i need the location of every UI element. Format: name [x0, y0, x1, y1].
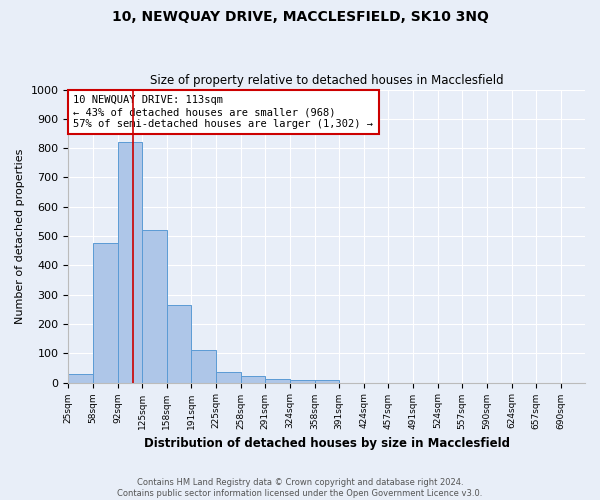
Bar	[241, 376, 265, 382]
Bar	[68, 374, 93, 382]
Bar	[265, 379, 290, 382]
Bar	[290, 380, 315, 382]
Bar	[93, 242, 118, 382]
Bar	[142, 230, 167, 382]
X-axis label: Distribution of detached houses by size in Macclesfield: Distribution of detached houses by size …	[143, 437, 509, 450]
Text: Contains HM Land Registry data © Crown copyright and database right 2024.
Contai: Contains HM Land Registry data © Crown c…	[118, 478, 482, 498]
Title: Size of property relative to detached houses in Macclesfield: Size of property relative to detached ho…	[150, 74, 503, 87]
Y-axis label: Number of detached properties: Number of detached properties	[15, 148, 25, 324]
Text: 10 NEWQUAY DRIVE: 113sqm
← 43% of detached houses are smaller (968)
57% of semi-: 10 NEWQUAY DRIVE: 113sqm ← 43% of detach…	[73, 96, 373, 128]
Bar	[167, 305, 191, 382]
Bar	[315, 380, 339, 382]
Bar	[191, 350, 217, 382]
Bar	[217, 372, 241, 382]
Text: 10, NEWQUAY DRIVE, MACCLESFIELD, SK10 3NQ: 10, NEWQUAY DRIVE, MACCLESFIELD, SK10 3N…	[112, 10, 488, 24]
Bar	[118, 142, 142, 382]
